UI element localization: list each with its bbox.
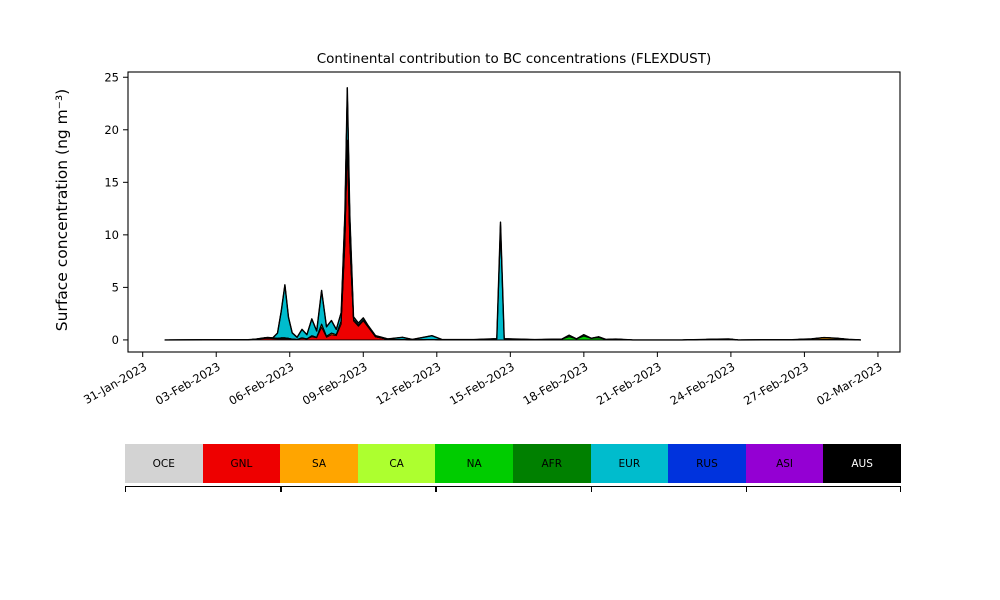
legend-item-AFR: AFR [512, 444, 591, 483]
legend-axis-tick [899, 487, 901, 492]
legend-item-label: SA [311, 457, 326, 470]
stack-outlines [164, 87, 861, 341]
y-tick-label: 0 [112, 333, 119, 347]
y-tick-label: 15 [104, 175, 119, 189]
area-series-AFR [164, 140, 861, 340]
legend-item-RUS: RUS [668, 444, 746, 483]
x-tick-label: 31-Jan-2023 [81, 359, 149, 406]
area-series-RUS [164, 87, 861, 340]
legend-item-EUR: EUR [590, 444, 669, 483]
area-series-NA [164, 140, 861, 340]
y-tick-label: 20 [104, 123, 119, 137]
legend-item-ASI: ASI [745, 444, 824, 483]
legend-axis-tick [590, 487, 592, 492]
legend-item-CA: CA [357, 444, 436, 483]
legend-item-NA: NA [435, 444, 513, 483]
legend-colorbar: OCE GNL SA CA NA AFR EUR RUS ASI AUS [125, 444, 901, 483]
plot-border [127, 71, 901, 353]
x-tick-label: 24-Feb-2023 [668, 359, 738, 407]
legend-axis-tick [125, 487, 127, 492]
x-tick-label: 02-Mar-2023 [814, 359, 884, 408]
legend-item-label: OCE [152, 457, 175, 470]
legend-item-label: ASI [776, 457, 794, 470]
legend-item-label: GNL [230, 457, 253, 470]
legend-item-GNL: GNL [202, 444, 281, 483]
x-tick-label: 27-Feb-2023 [741, 359, 811, 407]
area-series-EUR [164, 87, 861, 340]
outline-SA [164, 139, 861, 341]
y-tick-label: 5 [112, 280, 119, 294]
legend-item-label: NA [466, 457, 482, 470]
x-tick-label: 18-Feb-2023 [521, 359, 591, 407]
legend-item-label: AUS [851, 457, 873, 470]
x-axis-ticks: 31-Jan-2023 03-Feb-2023 06-Feb-2023 09-Feb-… [81, 352, 884, 408]
y-axis-ticks: 0 5 10 15 20 25 [104, 70, 128, 347]
x-tick-label: 15-Feb-2023 [447, 359, 517, 407]
outline-CA [164, 139, 861, 341]
outline-RUS [164, 87, 861, 341]
legend-item-label: AFR [541, 457, 563, 470]
outline-NA [164, 139, 861, 341]
chart-title: Continental contribution to BC concentra… [316, 51, 712, 67]
outline-AUS [164, 87, 861, 341]
legend-axis-tick [745, 487, 748, 492]
legend-axis-tick [280, 487, 282, 492]
x-tick-label: 09-Feb-2023 [300, 359, 370, 407]
legend-item-label: EUR [618, 457, 641, 470]
legend-item-label: RUS [696, 457, 718, 470]
x-tick-label: 21-Feb-2023 [594, 359, 664, 407]
x-tick-label: 12-Feb-2023 [373, 359, 443, 407]
area-series-SA [164, 140, 861, 340]
legend-item-AUS: AUS [823, 444, 901, 483]
legend-axis [125, 486, 901, 497]
outline-AFR [164, 139, 861, 341]
legend-item-SA: SA [280, 444, 358, 483]
legend-item-OCE: OCE [125, 444, 203, 483]
stack-areas [164, 87, 861, 340]
x-tick-label: 06-Feb-2023 [226, 359, 296, 407]
y-tick-label: 10 [104, 228, 119, 242]
outline-GNL [164, 145, 861, 341]
outline-EUR [164, 87, 861, 341]
x-tick-label: 03-Feb-2023 [153, 359, 223, 407]
outline-ASI [164, 87, 861, 341]
area-series-GNL [164, 145, 861, 340]
legend-item-label: CA [389, 457, 404, 470]
y-tick-label: 25 [104, 70, 119, 84]
area-series-CA [164, 140, 861, 340]
legend-axis-tick [435, 487, 437, 492]
